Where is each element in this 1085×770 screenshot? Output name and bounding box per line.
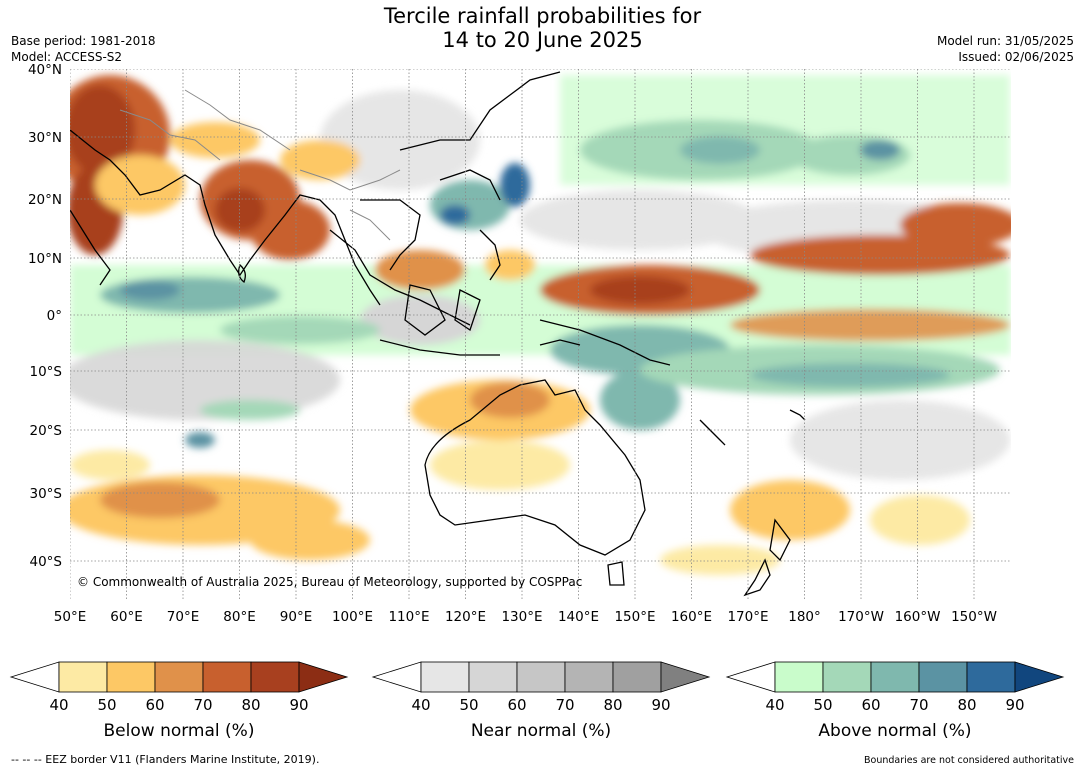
base-period: Base period: 1981-2018 [11,34,156,48]
legend-swatch [106,661,156,693]
legend-swatch [250,661,300,693]
longitude-label: 150°E [614,609,655,625]
legend-swatch [420,661,470,693]
latitude-label: 40°N [28,62,62,78]
longitude-label: 150°W [951,609,997,625]
legend-swatch [966,661,1016,693]
legend-lower-extension [725,661,776,693]
longitude-label: 60°E [110,609,142,625]
latitude-label: 10°S [30,364,63,380]
longitude-labels: 50°E 60°E 70°E 80°E 90°E 100°E 110°E 120°E 130°E… [54,609,997,625]
latitude-label: 30°S [30,486,63,502]
legend-colorbar: 40 50 60 70 80 90 Above normal (%) [725,661,1065,741]
legend-upper-extension [660,661,711,693]
longitude-label: 140°E [558,609,599,625]
coastlines [70,71,806,597]
longitude-label: 180° [788,609,821,625]
legend-swatch [612,661,662,693]
latitude-label: 20°S [30,423,63,439]
longitude-label: 110°E [388,609,429,625]
legend-swatch [822,661,872,693]
latitude-label: 20°N [28,192,62,208]
legend-tick-label: 90 [1005,696,1024,714]
longitude-label: 160°E [671,609,712,625]
longitude-label: 50°E [54,609,86,625]
longitude-label: 170°W [838,609,884,625]
legend-colorbar: 40 50 60 70 80 90 Below normal (%) [9,661,349,741]
legend-lower-extension [371,661,422,693]
graticule [70,69,1011,600]
model-run: Model run: 31/05/2025 [936,34,1074,48]
boundaries-note: Boundaries are not considered authoritat… [864,755,1074,766]
longitude-label: 160°W [895,609,941,625]
latitude-label: 0° [47,308,62,324]
longitude-label: 100°E [332,609,373,625]
legend-title: Below normal (%) [104,721,255,741]
legend-tick-label: 60 [507,696,526,714]
latitude-label: 40°S [30,554,63,570]
legend-tick-label: 80 [603,696,622,714]
legend-lower-extension [9,661,60,693]
legend-upper-extension [1014,661,1065,693]
title-line-2: 14 to 20 June 2025 [442,28,643,52]
legend-title: Above normal (%) [818,721,971,741]
probability-field: © Commonwealth of Australia 2025, Bureau… [70,69,1011,600]
legend-tick-label: 50 [97,696,116,714]
latitude-labels: 40°N 30°N 20°N 10°N 0° 10°S 20°S 30°S 40°S [28,62,62,570]
legend-tick-label: 60 [861,696,880,714]
legend-tick-label: 90 [651,696,670,714]
legend-swatch [918,661,968,693]
legend-tick-label: 90 [289,696,308,714]
legend-tick-label: 70 [555,696,574,714]
legend-tick-label: 50 [813,696,832,714]
legend-swatch [870,661,920,693]
legend-swatch [564,661,614,693]
latitude-label: 10°N [28,251,62,267]
legend-swatch [516,661,566,693]
legend-title: Near normal (%) [471,721,611,741]
meta-left: Base period: 1981-2018 Model: ACCESS-S2 [11,33,156,65]
longitude-label: 170°E [727,609,768,625]
legend-swatch [774,661,824,693]
longitude-label: 80°E [223,609,255,625]
legend-upper-extension [298,661,349,693]
legend-tick-label: 40 [49,696,68,714]
legend-tick-label: 80 [241,696,260,714]
longitude-label: 70°E [167,609,199,625]
longitude-label: 90°E [280,609,312,625]
legend-tick-label: 40 [765,696,784,714]
legend-swatch [154,661,204,693]
legend-tick-label: 40 [411,696,430,714]
issued-date: Issued: 02/06/2025 [958,50,1074,64]
legend-tick-label: 70 [193,696,212,714]
meta-right: Model run: 31/05/2025 Issued: 02/06/2025 [937,33,1074,65]
model-name: Model: ACCESS-S2 [11,50,123,64]
legend-tick-label: 70 [909,696,928,714]
legend-swatch [468,661,518,693]
legend-tick-label: 60 [145,696,164,714]
legend-swatch [202,661,252,693]
legend-colorbar: 40 50 60 70 80 90 Near normal (%) [371,661,711,741]
legend-tick-label: 50 [459,696,478,714]
copyright-credit: © Commonwealth of Australia 2025, Bureau… [77,575,582,589]
latitude-label: 30°N [28,130,62,146]
title-line-1: Tercile rainfall probabilities for [383,4,702,28]
longitude-label: 130°E [501,609,542,625]
legends: 40 50 60 70 80 90 Below normal (%) 40 50 60 70 80 90… [9,661,1065,741]
legend-tick-label: 80 [957,696,976,714]
legend-swatch [58,661,108,693]
longitude-label: 120°E [445,609,486,625]
eez-border-note: -- -- -- EEZ border V11 (Flanders Marine… [11,753,319,766]
chart-title: Tercile rainfall probabilities for 14 to… [0,4,1085,52]
